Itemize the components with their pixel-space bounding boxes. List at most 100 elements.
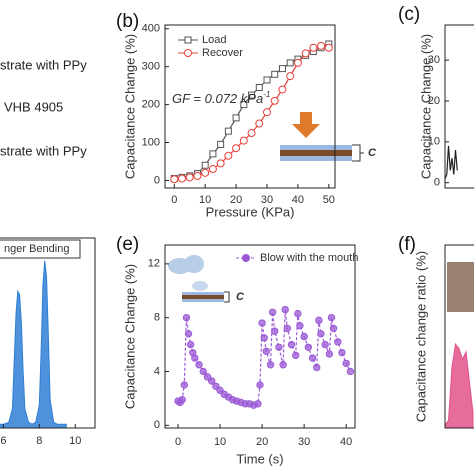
y-tick-label: 300 xyxy=(142,61,160,73)
marker xyxy=(327,313,336,322)
schematic-label: VHB 4905 xyxy=(4,99,63,114)
x-tick-label: 8 xyxy=(36,435,42,447)
marker xyxy=(186,340,195,349)
marker xyxy=(293,58,302,67)
y-axis-label: Capacitance change ratio (%) xyxy=(413,251,428,422)
inset-label: C xyxy=(236,291,245,303)
schematic-label: strate with PPy xyxy=(0,143,87,158)
marker xyxy=(292,351,300,360)
marker xyxy=(278,65,286,73)
marker xyxy=(270,96,279,105)
x-tick-label: 20 xyxy=(230,194,242,206)
y-axis-label: Capacitance Change (%) xyxy=(122,34,137,179)
marker xyxy=(315,316,323,325)
marker xyxy=(180,381,189,389)
marker xyxy=(201,168,210,177)
marker xyxy=(294,309,302,318)
marker xyxy=(248,91,256,99)
legend-label: Recover xyxy=(202,47,243,59)
y-tick-label: 100 xyxy=(142,136,160,148)
panel-label: (c) xyxy=(398,4,420,25)
marker xyxy=(260,334,268,342)
y-tick-label: 200 xyxy=(142,99,160,111)
marker xyxy=(178,174,186,183)
sensor-icon xyxy=(280,144,364,162)
marker xyxy=(207,377,216,385)
marker xyxy=(232,144,241,153)
marker xyxy=(254,400,262,408)
marker xyxy=(256,381,264,389)
marker xyxy=(300,332,308,341)
marker xyxy=(216,159,225,168)
line xyxy=(444,145,458,179)
legend-marker xyxy=(184,36,192,44)
marker xyxy=(193,171,202,180)
legend-marker xyxy=(242,254,250,262)
annotation-superscript: -1 xyxy=(263,90,270,99)
marker xyxy=(313,363,321,372)
sensor-icon xyxy=(182,291,230,303)
x-axis-label: Pressure (KPa) xyxy=(206,204,295,219)
marker xyxy=(239,136,248,145)
y-tick-label: 4 xyxy=(154,365,160,377)
y-axis-label: Capacitance Change (%) xyxy=(418,34,433,179)
x-tick-label: 40 xyxy=(340,436,352,448)
plot-frame xyxy=(164,244,356,429)
marker xyxy=(262,347,271,356)
marker xyxy=(287,340,296,349)
x-tick-label: 40 xyxy=(292,194,304,206)
y-tick-label: 0 xyxy=(434,177,440,189)
marker xyxy=(317,41,326,50)
panel-label: (e) xyxy=(116,234,139,255)
marker xyxy=(208,165,217,174)
y-tick-label: 30 xyxy=(428,54,440,66)
x-tick-label: 10 xyxy=(69,435,81,447)
marker xyxy=(247,129,256,138)
inset-label: C xyxy=(368,147,377,159)
y-tick-label: 12 xyxy=(148,258,160,270)
y-tick-label: 400 xyxy=(142,23,160,35)
marker xyxy=(224,127,232,135)
inset-photo xyxy=(447,262,474,312)
x-tick-label: 20 xyxy=(256,436,268,448)
marker xyxy=(268,308,277,316)
marker xyxy=(255,119,264,128)
marker xyxy=(286,59,294,67)
marker xyxy=(271,327,279,335)
arrow-icon xyxy=(292,112,320,138)
line xyxy=(177,309,351,406)
marker xyxy=(199,367,207,376)
marker xyxy=(317,330,325,338)
marker xyxy=(258,319,266,327)
x-tick-label: 30 xyxy=(298,436,310,448)
plot-frame xyxy=(444,244,474,429)
x-axis-label: Time (s) xyxy=(236,451,283,466)
marker xyxy=(266,361,275,369)
marker xyxy=(304,343,313,351)
legend-label: nger Bending xyxy=(4,243,69,255)
marker xyxy=(324,43,333,52)
marker xyxy=(334,338,342,346)
x-tick-label: 6 xyxy=(0,435,6,447)
y-tick-label: 8 xyxy=(154,312,160,324)
marker xyxy=(185,173,194,182)
legend-label: Blow with the mouth xyxy=(260,252,358,264)
marker xyxy=(217,140,225,148)
marker xyxy=(191,354,199,362)
marker xyxy=(178,396,186,404)
plot-frame xyxy=(0,237,96,429)
annotation-text: GF = 0.072 kPa xyxy=(172,91,263,106)
y-tick-label: 20 xyxy=(428,95,440,107)
marker xyxy=(255,84,263,92)
x-tick-label: 0 xyxy=(175,436,181,448)
marker xyxy=(308,354,317,362)
y-tick-label: 0 xyxy=(154,174,160,186)
x-tick-label: 50 xyxy=(323,194,335,206)
marker xyxy=(170,175,179,184)
marker xyxy=(263,108,271,117)
marker xyxy=(346,367,355,376)
y-axis-label: Capacitance Change (%) xyxy=(122,264,137,409)
marker xyxy=(232,114,240,122)
x-tick-label: 30 xyxy=(261,194,273,206)
